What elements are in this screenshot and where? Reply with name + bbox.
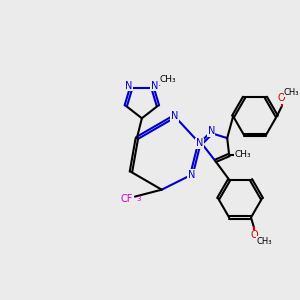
Text: CH₃: CH₃ [235, 151, 251, 160]
Text: CH₃: CH₃ [159, 76, 176, 85]
Text: O: O [250, 230, 258, 240]
Text: N: N [188, 170, 195, 180]
Text: O: O [278, 93, 286, 103]
Text: CF: CF [121, 194, 133, 204]
Text: N: N [125, 81, 133, 91]
Text: N: N [196, 138, 203, 148]
Text: N: N [151, 81, 158, 91]
Text: CH₃: CH₃ [256, 237, 272, 246]
Text: CH₃: CH₃ [284, 88, 299, 97]
Text: N: N [208, 126, 215, 136]
Text: N: N [171, 111, 178, 121]
Text: 3: 3 [137, 196, 141, 202]
